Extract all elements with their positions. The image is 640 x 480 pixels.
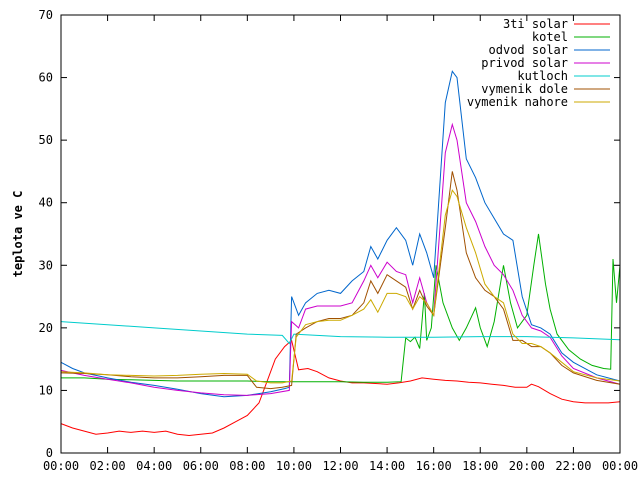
x-tick-label: 16:00 xyxy=(416,459,452,473)
ticks-layer xyxy=(60,14,621,454)
y-tick-label: 0 xyxy=(46,446,53,460)
series-line-0 xyxy=(60,339,621,437)
y-tick-label: 20 xyxy=(39,321,53,335)
x-tick-label: 10:00 xyxy=(276,459,312,473)
legend-label-5: vymenik dole xyxy=(481,82,568,96)
y-tick-label: 30 xyxy=(39,258,53,272)
x-tick-label: 08:00 xyxy=(229,459,265,473)
x-tick-label: 22:00 xyxy=(555,459,591,473)
x-tick-label: 14:00 xyxy=(369,459,405,473)
x-tick-label: 06:00 xyxy=(183,459,219,473)
y-tick-label: 40 xyxy=(39,196,53,210)
y-tick-label: 60 xyxy=(39,71,53,85)
legend-label-0: 3ti solar xyxy=(503,17,568,31)
series-line-2 xyxy=(60,70,621,398)
y-tick-label: 10 xyxy=(39,383,53,397)
legend-label-3: privod solar xyxy=(481,56,568,70)
x-tick-label: 12:00 xyxy=(322,459,358,473)
y-tick-label: 70 xyxy=(39,8,53,22)
legend-label-4: kutloch xyxy=(517,69,568,83)
tick-labels-layer: 0 10 20 30 40 50 60 70 00:00 02:00 04:00 06:00 08:00… xyxy=(39,8,639,473)
y-axis-label: teplota ve C xyxy=(11,191,25,278)
legend-label-6: vymenik nahore xyxy=(467,95,568,109)
series-line-4 xyxy=(60,321,621,345)
x-tick-label: 00:00 xyxy=(602,459,638,473)
x-tick-label: 02:00 xyxy=(90,459,126,473)
x-tick-label: 00:00 xyxy=(43,459,79,473)
series-line-6 xyxy=(60,189,621,384)
series-line-3 xyxy=(60,122,621,396)
y-tick-label: 50 xyxy=(39,133,53,147)
x-tick-label: 20:00 xyxy=(509,459,545,473)
x-tick-label: 04:00 xyxy=(136,459,172,473)
series-line-5 xyxy=(60,171,621,390)
series-layer xyxy=(60,70,621,437)
x-tick-label: 18:00 xyxy=(462,459,498,473)
legend-label-1: kotel xyxy=(532,30,568,44)
legend-label-2: odvod solar xyxy=(489,43,568,57)
